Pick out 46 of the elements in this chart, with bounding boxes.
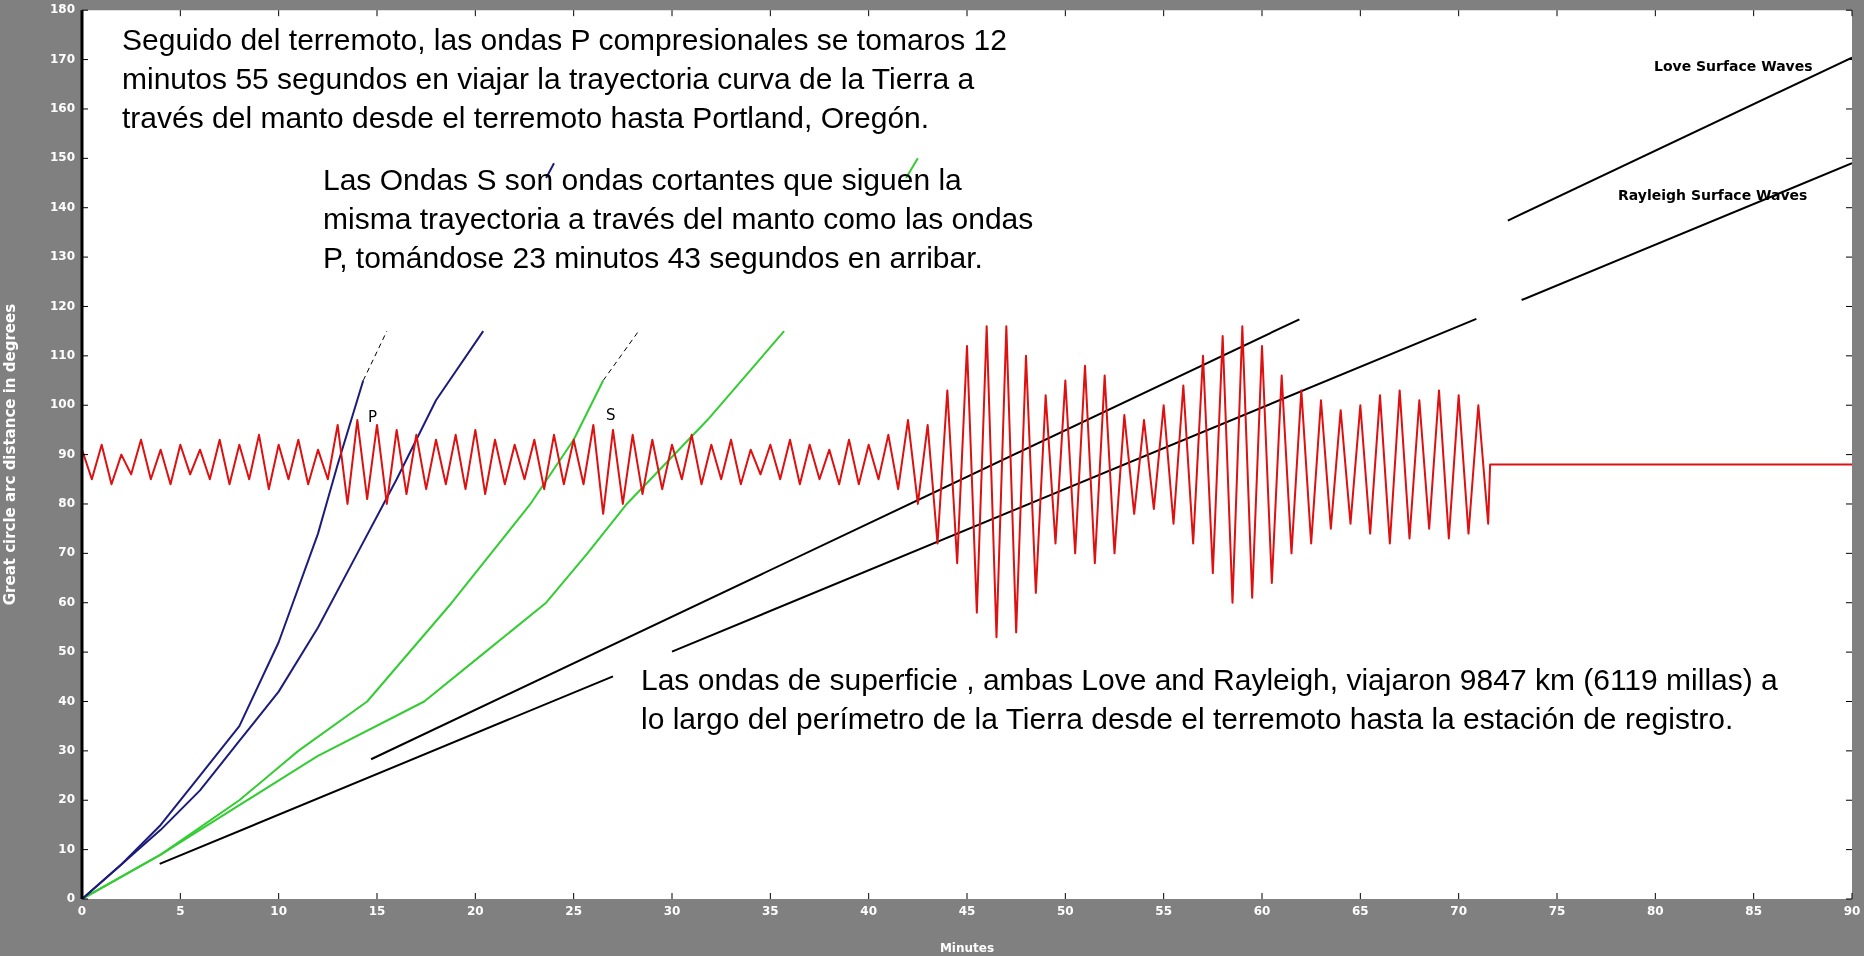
x-tick-label: 50 bbox=[1056, 904, 1074, 919]
x-tick-label: 20 bbox=[466, 904, 484, 919]
y-tick-label: 100 bbox=[49, 397, 75, 412]
y-tick-label: 70 bbox=[58, 545, 75, 560]
y-axis-title: Great circle arc distance in degrees bbox=[0, 303, 19, 606]
y-tick-label: 60 bbox=[58, 594, 75, 609]
annotation: S bbox=[606, 406, 616, 424]
annotation: P bbox=[368, 408, 378, 426]
x-tick-label: 30 bbox=[663, 904, 681, 919]
y-tick-label: 40 bbox=[58, 693, 75, 708]
x-tick-label: 0 bbox=[77, 904, 87, 919]
y-tick-label: 180 bbox=[49, 2, 75, 17]
annotation: Las ondas de superficie , ambas Love and Rayleigh, viajaron 9847 km (6119 millas) a lo largo del perímetro de la Tierra desde el terremoto hasta la estación de registro. bbox=[641, 662, 1779, 737]
y-tick-label: 50 bbox=[58, 644, 75, 659]
x-tick-label: 40 bbox=[860, 904, 878, 919]
y-tick-label: 80 bbox=[58, 496, 75, 511]
x-tick-label: 15 bbox=[368, 904, 386, 919]
annotation: Love Surface Waves bbox=[1654, 57, 1813, 75]
y-tick-label: 160 bbox=[49, 101, 75, 116]
y-tick-label: 10 bbox=[58, 841, 75, 856]
x-tick-label: 25 bbox=[565, 904, 583, 919]
x-tick-label: 85 bbox=[1745, 904, 1763, 919]
y-tick-label: 30 bbox=[58, 742, 75, 757]
y-tick-label: 90 bbox=[58, 446, 75, 461]
y-tick-label: 130 bbox=[49, 249, 75, 264]
x-tick-label: 45 bbox=[958, 904, 976, 919]
x-tick-label: 90 bbox=[1843, 904, 1861, 919]
x-tick-label: 35 bbox=[761, 904, 779, 919]
y-tick-label: 140 bbox=[49, 199, 75, 214]
y-tick-label: 150 bbox=[49, 150, 75, 165]
y-tick-label: 20 bbox=[58, 792, 75, 807]
y-tick-label: 120 bbox=[49, 298, 75, 313]
y-tick-label: 0 bbox=[66, 891, 75, 906]
x-tick-label: 75 bbox=[1548, 904, 1566, 919]
x-tick-label: 80 bbox=[1646, 904, 1664, 919]
x-tick-label: 10 bbox=[270, 904, 288, 919]
y-tick-label: 170 bbox=[49, 51, 75, 66]
x-tick-label: 5 bbox=[176, 904, 185, 919]
annotation: Las Ondas S son ondas cortantes que siguen la misma trayectoria a través del manto como las ondas P, tomándose 23 minutos 43 segundos en arribar. bbox=[323, 162, 1035, 276]
y-tick-label: 110 bbox=[49, 347, 75, 362]
x-tick-label: 70 bbox=[1450, 904, 1468, 919]
x-tick-label: 65 bbox=[1351, 904, 1369, 919]
x-tick-label: 60 bbox=[1253, 904, 1271, 919]
annotation: Seguido del terremoto, las ondas P compresionales se tomaros 12 minutos 55 segundos en viajar la trayectoria curva de la Tierra a través del manto desde el terremoto hasta Portland, Oregón. bbox=[122, 22, 1008, 136]
x-axis-title: Minutes bbox=[939, 940, 995, 955]
x-tick-label: 55 bbox=[1155, 904, 1173, 919]
